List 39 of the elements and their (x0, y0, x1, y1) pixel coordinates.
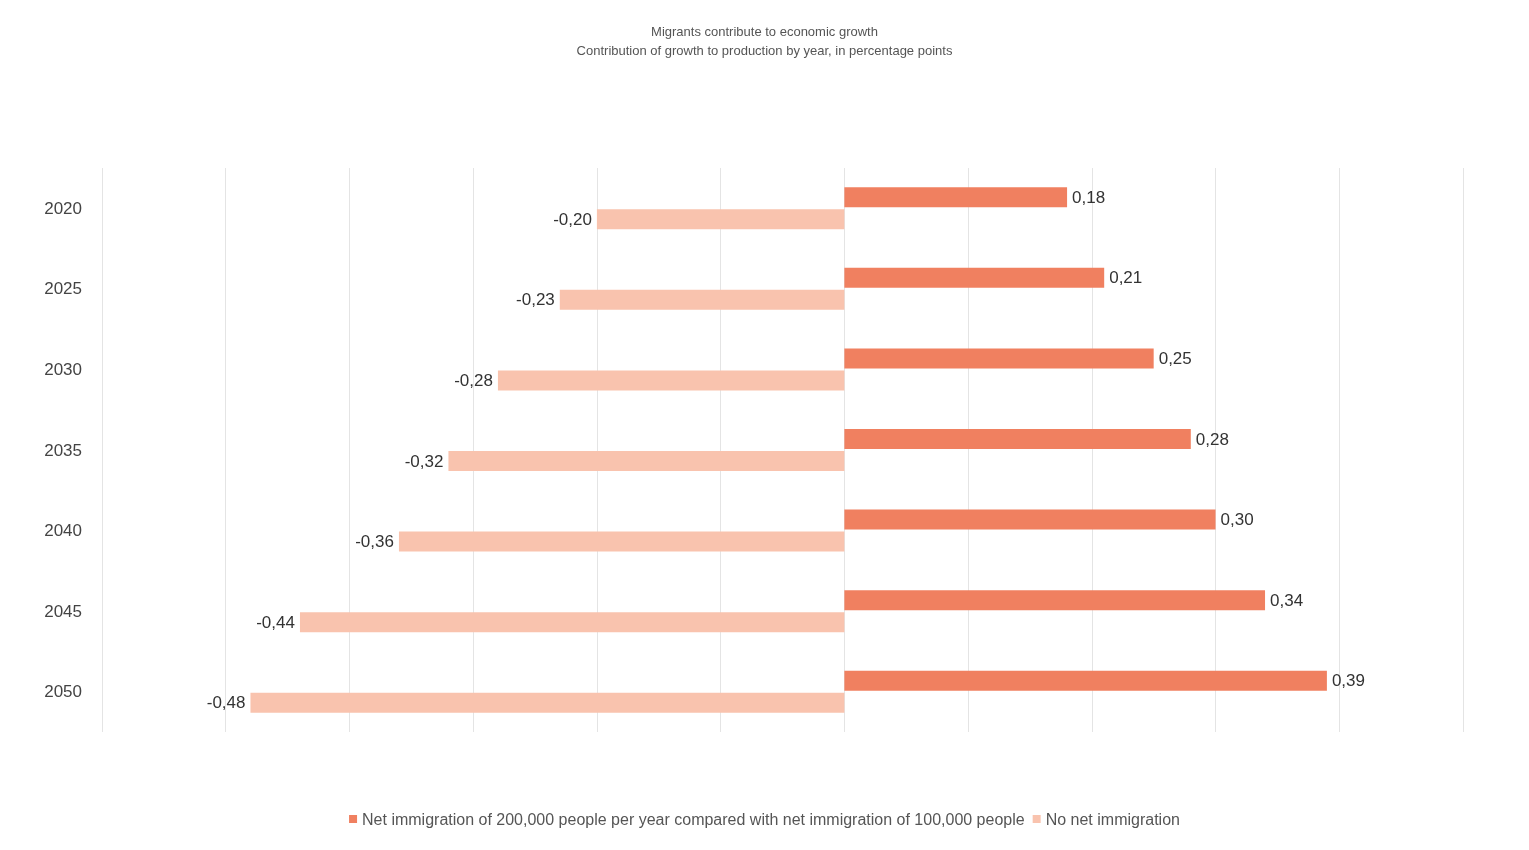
bar (844, 429, 1191, 449)
bar (398, 531, 845, 552)
y-tick-label: 2035 (44, 440, 82, 460)
data-label: -0,20 (553, 209, 592, 229)
bar (844, 509, 1216, 530)
bar (299, 612, 845, 633)
chart-title: Migrants contribute to economic growth (651, 24, 878, 39)
data-label: 0,30 (1220, 510, 1254, 530)
data-label: -0,48 (206, 693, 246, 713)
data-label: 0,25 (1158, 348, 1192, 368)
bar (448, 451, 845, 471)
y-tick-label: 2050 (44, 682, 82, 702)
y-tick-label: 2030 (44, 359, 82, 379)
data-label: -0,32 (404, 451, 444, 471)
y-tick-label: 2025 (44, 279, 82, 299)
bar (844, 590, 1266, 611)
y-tick-label: 2020 (44, 198, 82, 218)
bar (596, 209, 845, 230)
data-label: 0,34 (1270, 590, 1304, 610)
data-label: 0,18 (1072, 187, 1106, 207)
data-label: -0,23 (516, 290, 555, 310)
legend-label: No net immigration (1045, 810, 1180, 828)
bar (844, 187, 1068, 208)
y-tick-label: 2045 (44, 601, 82, 621)
bar (559, 289, 845, 310)
data-label: -0,44 (256, 612, 295, 632)
data-label: -0,28 (454, 370, 493, 390)
bar (844, 348, 1154, 369)
legend-label: Net immigration of 200,000 people per year compared with net immigration of 100,000 people (362, 810, 1025, 828)
bar (844, 670, 1327, 691)
chart-subtitle: Contribution of growth to production by year, in percentage points (576, 43, 953, 58)
bar (844, 267, 1105, 288)
bar (250, 692, 845, 713)
y-tick-label: 2040 (44, 521, 82, 541)
data-label: 0,21 (1109, 268, 1143, 288)
bar (497, 370, 845, 391)
data-label: 0,39 (1331, 671, 1365, 691)
data-label: -0,36 (355, 532, 394, 552)
data-label: 0,28 (1195, 429, 1229, 449)
